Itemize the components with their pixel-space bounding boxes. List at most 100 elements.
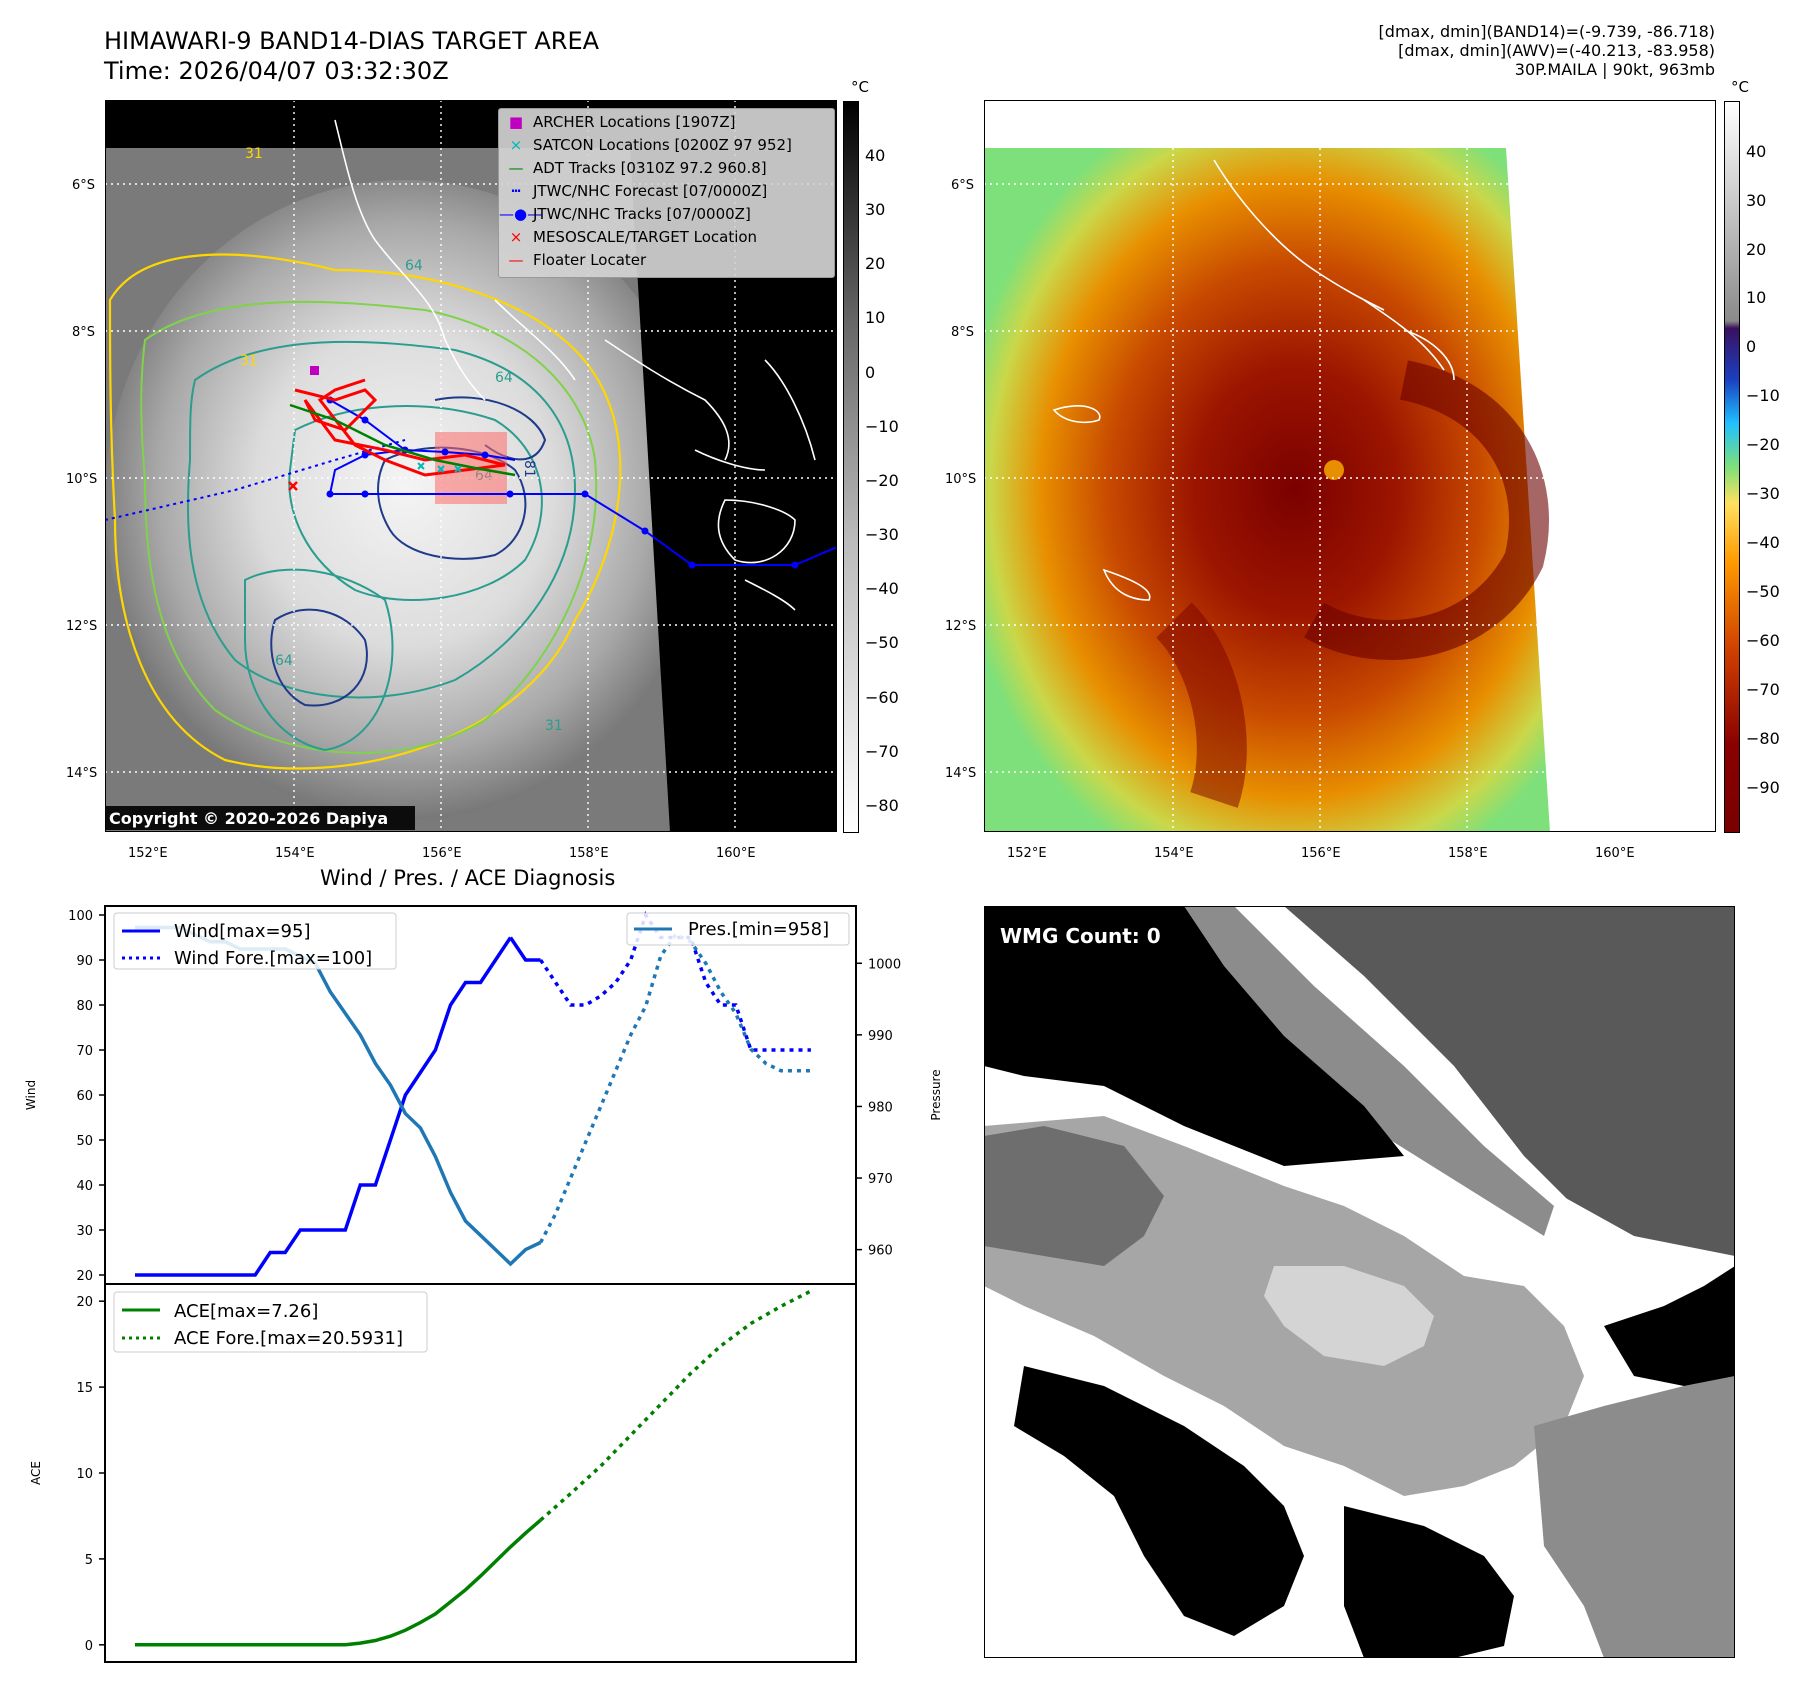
wmg-region-dark xyxy=(1264,906,1735,1256)
wmg-region-dim xyxy=(984,1126,1164,1266)
wmg-region-gray xyxy=(1184,906,1554,1236)
x-marker-icon: × xyxy=(509,136,523,154)
ir-colorbar-tick: −50 xyxy=(865,633,899,652)
contour-label: 31 xyxy=(240,353,258,369)
stats-storm: 30P.MAILA | 90kt, 963mb xyxy=(1514,60,1715,79)
square-icon: ■ xyxy=(508,113,524,131)
ir-colorbar-tick: −70 xyxy=(865,742,899,761)
legend-wind: Wind[max=95] xyxy=(174,921,311,942)
ir-colorbar-tick: −30 xyxy=(865,525,899,544)
diagnosis-title: Wind / Pres. / ACE Diagnosis xyxy=(320,866,616,890)
enhanced-colorbar-tick: −80 xyxy=(1746,729,1780,748)
ir-colorbar-unit: °C xyxy=(851,78,869,96)
lon-label: 160°E xyxy=(716,846,756,861)
ir-colorbar-tick: 40 xyxy=(865,146,886,165)
line-icon: — xyxy=(508,159,524,177)
enhanced-colorbar-unit: °C xyxy=(1731,78,1749,96)
pressure-tick-label: 1000 xyxy=(868,957,901,972)
enhanced-ir-map xyxy=(983,99,1717,833)
enhanced-colorbar xyxy=(1724,101,1740,833)
legend-label: ARCHER Locations [1907Z] xyxy=(533,113,736,131)
ir-colorbar-tick: 30 xyxy=(865,200,886,219)
title-line-1: HIMAWARI-9 BAND14-DIAS TARGET AREA xyxy=(104,27,600,55)
wind-legend: Wind[max=95] Wind Fore.[max=100] xyxy=(113,912,397,970)
ace-tick-label: 15 xyxy=(76,1381,93,1396)
legend-row: × MESOSCALE/TARGET Location xyxy=(499,228,757,246)
wind-series-line xyxy=(509,936,541,962)
wind-tick-label: 50 xyxy=(76,1134,93,1149)
contour-label: 31 xyxy=(545,718,563,734)
lat-label: 14°S xyxy=(66,766,98,781)
coastlines xyxy=(334,119,816,611)
legend-wind-forecast: Wind Fore.[max=100] xyxy=(174,948,372,969)
enhanced-ir-panel xyxy=(983,99,1717,833)
wind-tick-label: 40 xyxy=(76,1179,93,1194)
wmg-core-light xyxy=(1264,1266,1434,1366)
contour-label: 64 xyxy=(405,258,423,274)
pressure-axis-label: Pressure xyxy=(929,1069,943,1120)
legend-row: — ADT Tracks [0310Z 97.2 960.8] xyxy=(499,159,767,177)
contour-label: 64 xyxy=(275,653,293,669)
ace-plot xyxy=(135,1289,812,1647)
lon-label: 158°E xyxy=(1448,846,1488,861)
figure-title: HIMAWARI-9 BAND14-DIAS TARGET AREA Time:… xyxy=(104,26,599,86)
pressure-tick-label: 990 xyxy=(868,1029,893,1044)
lon-label: 158°E xyxy=(569,846,609,861)
lon-label: 154°E xyxy=(1154,846,1194,861)
wmg-region-black-2 xyxy=(1014,1366,1304,1636)
enhanced-colorbar-tick: −30 xyxy=(1746,484,1780,503)
wmg-region-black-3 xyxy=(1344,1506,1514,1658)
legend-ace-forecast: ACE Fore.[max=20.5931] xyxy=(174,1328,403,1349)
contour-label: 64 xyxy=(495,370,513,386)
lat-label: 12°S xyxy=(66,619,98,634)
legend-label: JTWC/NHC Forecast [07/0000Z] xyxy=(533,182,768,200)
wind-yticks: 20 30 40 50 60 70 80 90 100 xyxy=(68,909,105,1284)
floater-locater-track xyxy=(294,378,506,477)
enhanced-colorbar-tick: −50 xyxy=(1746,582,1780,601)
lon-label: 160°E xyxy=(1595,846,1635,861)
enhanced-colorbar-tick: 20 xyxy=(1746,240,1767,259)
lat-label: 14°S xyxy=(945,766,977,781)
wind-series-line xyxy=(135,936,512,1277)
pressure-series-line xyxy=(539,932,811,1244)
enhanced-colorbar-tick: −10 xyxy=(1746,386,1780,405)
lat-label: 6°S xyxy=(72,178,96,193)
pressure-legend: Pres.[min=958] xyxy=(626,912,850,946)
enhanced-colorbar-tick: −90 xyxy=(1746,778,1780,797)
lon-label: 154°E xyxy=(275,846,315,861)
archer-location xyxy=(310,366,319,375)
satcon-locations xyxy=(417,462,462,473)
enhanced-colorbar-tick: −60 xyxy=(1746,631,1780,650)
track-legend: ■ ARCHER Locations [1907Z] × SATCON Locati… xyxy=(498,108,835,278)
lat-label: 10°S xyxy=(945,472,977,487)
stats-awv: [dmax, dmin](AWV)=(-40.213, -83.958) xyxy=(1398,41,1715,60)
enhanced-colorbar-tick: 30 xyxy=(1746,191,1767,210)
wmg-panel: WMG Count: 0 xyxy=(983,905,1736,1659)
ace-tick-label: 5 xyxy=(85,1553,93,1568)
wmg-count-label: WMG Count: 0 xyxy=(1000,924,1161,948)
ir-satellite-panel: 31 31 64 64 64 64 81 31 xyxy=(104,99,838,833)
pressure-tick-label: 970 xyxy=(868,1172,893,1187)
adt-track xyxy=(289,403,516,477)
ace-legend: ACE[max=7.26] ACE Fore.[max=20.5931] xyxy=(113,1291,428,1353)
lat-label: 10°S xyxy=(66,472,98,487)
copyright-text: Copyright © 2020-2026 Dapiya xyxy=(109,809,388,828)
enhanced-cloud-field xyxy=(984,148,1550,832)
legend-label: JTWC/NHC Tracks [07/0000Z] xyxy=(533,205,751,223)
eyewall-band xyxy=(1304,360,1549,660)
ir-colorbar-tick: −80 xyxy=(865,796,899,815)
wind-tick-label: 20 xyxy=(76,1269,93,1284)
ir-colorbar-tick: 10 xyxy=(865,308,886,327)
wmg-region-black-4 xyxy=(1604,1266,1735,1386)
enhanced-gridlines xyxy=(984,100,1716,832)
legend-ace: ACE[max=7.26] xyxy=(174,1301,318,1322)
lon-label: 156°E xyxy=(422,846,462,861)
storm-stats: [dmax, dmin](BAND14)=(-9.739, -86.718) [… xyxy=(1379,22,1715,79)
wind-tick-label: 90 xyxy=(76,954,93,969)
lat-label: 8°S xyxy=(951,325,975,340)
wmg-region-gray-2 xyxy=(1534,1376,1735,1658)
ace-axis-label: ACE xyxy=(29,1461,43,1485)
ace-tick-label: 20 xyxy=(76,1295,93,1310)
ace-tick-label: 0 xyxy=(85,1639,93,1654)
